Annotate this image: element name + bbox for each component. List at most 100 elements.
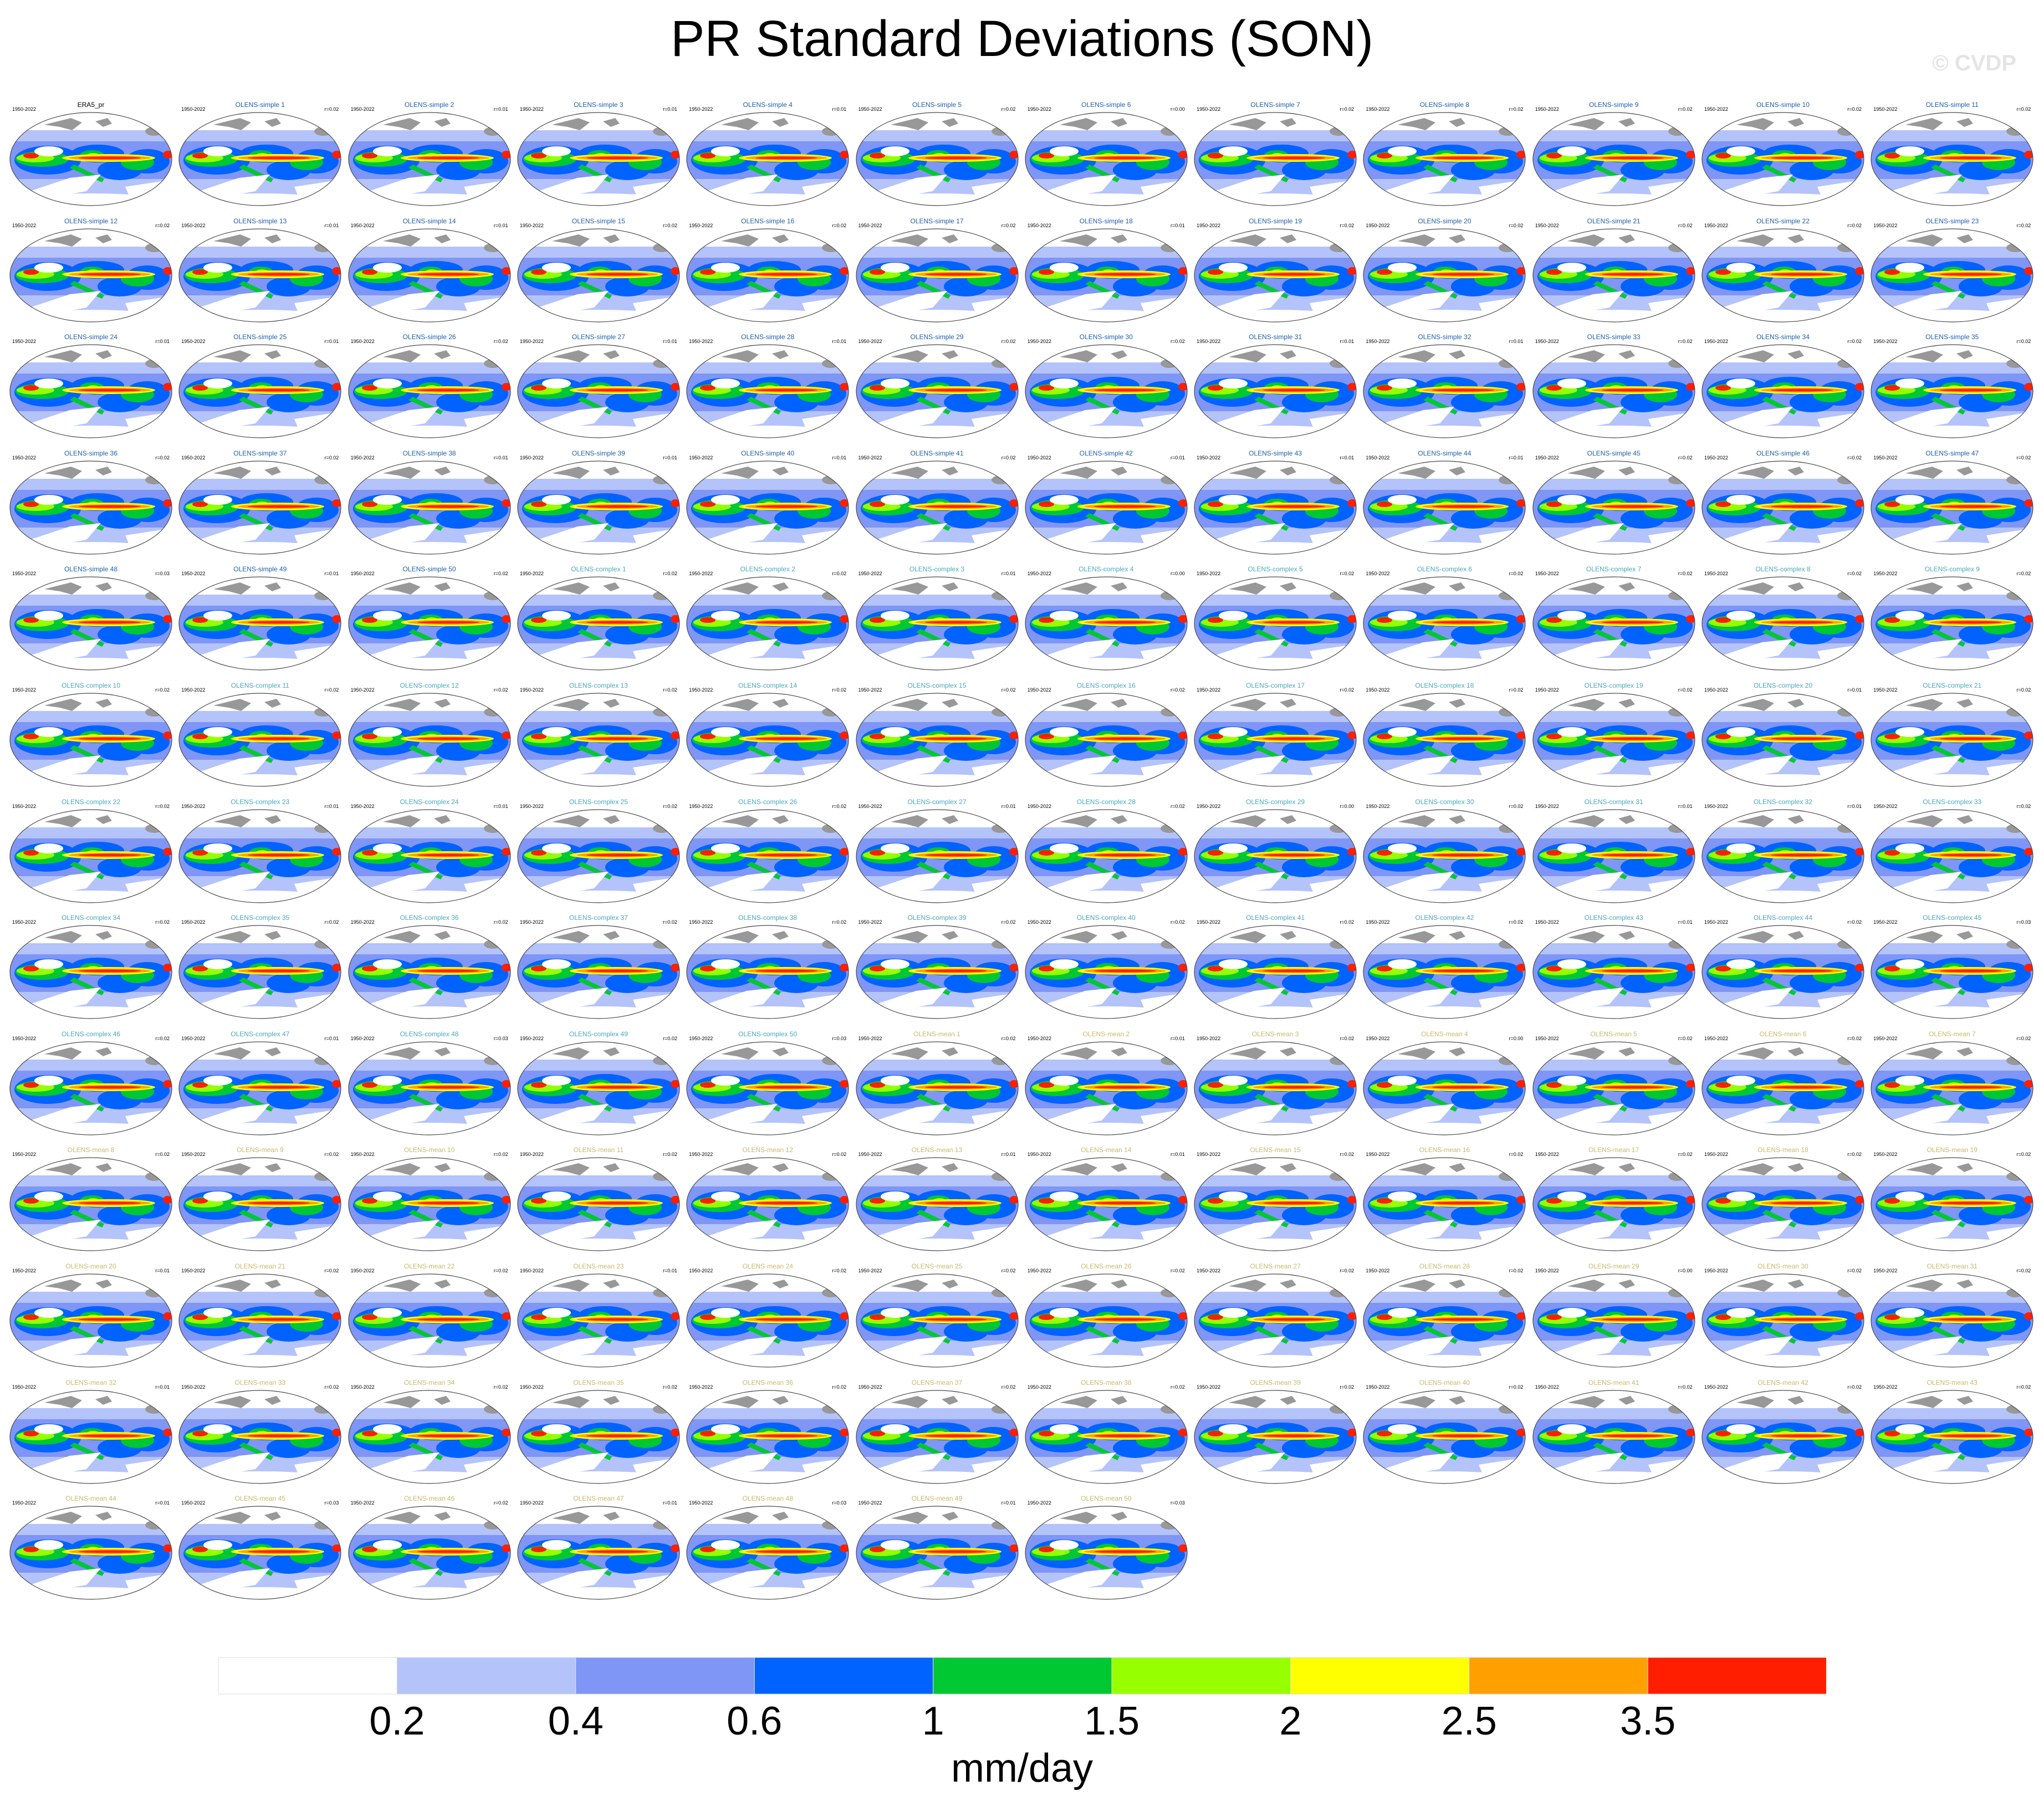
map-panel: 1950-2022 OLENS-complex 11 r=0.02	[178, 679, 342, 790]
panel-correlation: r=0.01	[1171, 1152, 1185, 1158]
panel-period: 1950-2022	[1535, 803, 1559, 809]
panel-title: OLENS-complex 33	[1923, 797, 1982, 806]
panel-correlation: r=0.03	[832, 1500, 847, 1506]
panel-correlation: r=0.02	[1340, 1384, 1355, 1390]
panel-period: 1950-2022	[1366, 1268, 1390, 1273]
panel-correlation: r=0.02	[1678, 1035, 1693, 1041]
panel-title: OLENS-simple 26	[402, 333, 456, 341]
map-panel: 1950-2022 OLENS-simple 10 r=0.02	[1701, 98, 1865, 209]
panel-period: 1950-2022	[858, 1035, 882, 1041]
world-map	[855, 1273, 1019, 1368]
panel-correlation: r=0.02	[2016, 803, 2031, 809]
panel-title: OLENS-simple 38	[402, 449, 456, 457]
map-panel: 1950-2022 OLENS-mean 23 r=0.01	[517, 1260, 681, 1370]
map-panel: 1950-2022 OLENS-mean 32 r=0.01	[9, 1376, 173, 1487]
panel-period: 1950-2022	[181, 339, 206, 345]
world-map	[855, 925, 1019, 1019]
panel-title: OLENS-simple 29	[910, 333, 964, 341]
panel-correlation: r=0.02	[663, 803, 677, 809]
world-map	[1194, 228, 1357, 323]
panel-correlation: r=0.03	[324, 1500, 339, 1506]
map-panel: 1950-2022 OLENS-complex 47 r=0.01	[178, 1027, 342, 1138]
map-panel: 1950-2022 OLENS-mean 7 r=0.02	[1870, 1027, 2034, 1138]
panel-title: OLENS-mean 43	[1927, 1378, 1977, 1387]
map-panel: 1950-2022 OLENS-mean 9 r=0.02	[178, 1143, 342, 1254]
panel-title: OLENS-simple 37	[233, 449, 287, 457]
colorbar	[218, 1657, 1826, 1695]
map-panel: 1950-2022 OLENS-complex 38 r=0.02	[686, 911, 850, 1022]
panel-correlation: r=0.02	[493, 919, 508, 925]
panel-title: OLENS-simple 6	[1081, 101, 1131, 109]
map-panel: 1950-2022 OLENS-complex 17 r=0.02	[1193, 679, 1357, 790]
colorbar-tick-label: 0.4	[548, 1699, 604, 1743]
panel-period: 1950-2022	[689, 454, 713, 461]
world-map	[1532, 228, 1695, 323]
map-panel: 1950-2022 OLENS-complex 36 r=0.02	[348, 911, 512, 1022]
panel-period: 1950-2022	[1873, 803, 1898, 809]
panel-period: 1950-2022	[1366, 1384, 1390, 1390]
panel-correlation: r=0.02	[1001, 106, 1016, 112]
panel-correlation: r=0.02	[493, 1152, 508, 1158]
world-map	[1363, 925, 1526, 1019]
panel-period: 1950-2022	[181, 1384, 206, 1390]
panel-period: 1950-2022	[12, 1500, 37, 1506]
world-map	[1025, 1041, 1188, 1135]
panel-correlation: r=0.02	[832, 222, 847, 228]
world-map	[1871, 1157, 2033, 1251]
panel-period: 1950-2022	[1027, 803, 1051, 809]
panel-title: OLENS-complex 19	[1584, 682, 1643, 689]
panel-correlation: r=0.02	[832, 571, 847, 577]
panel-title: OLENS-mean 18	[1757, 1146, 1808, 1154]
panel-correlation: r=0.01	[1340, 339, 1355, 345]
panel-correlation: r=0.02	[1509, 571, 1524, 577]
panel-correlation: r=0.02	[2016, 222, 2031, 228]
world-map	[1871, 112, 2033, 206]
panel-title: OLENS-mean 22	[403, 1262, 455, 1270]
world-map	[686, 1157, 849, 1251]
panel-period: 1950-2022	[858, 803, 882, 809]
panel-title: OLENS-mean 15	[1250, 1146, 1301, 1154]
world-map	[686, 1506, 849, 1600]
world-map	[1532, 112, 1695, 206]
panel-period: 1950-2022	[1704, 1152, 1729, 1158]
panel-title: OLENS-mean 36	[742, 1378, 793, 1387]
panel-correlation: r=0.02	[155, 687, 170, 693]
panel-correlation: r=0.02	[1509, 1268, 1524, 1273]
panel-correlation: r=0.01	[1001, 1152, 1016, 1158]
panel-correlation: r=0.01	[155, 1384, 170, 1390]
colorbar-swatch	[1647, 1657, 1826, 1695]
panel-period: 1950-2022	[858, 1500, 882, 1506]
panel-title: OLENS-complex 24	[400, 797, 459, 806]
panel-period: 1950-2022	[1704, 687, 1729, 693]
panel-title: OLENS-complex 43	[1584, 914, 1643, 922]
map-panel: 1950-2022 OLENS-complex 5 r=0.02	[1193, 562, 1357, 673]
panel-period: 1950-2022	[12, 687, 37, 693]
map-panel: 1950-2022 OLENS-complex 9 r=0.02	[1870, 562, 2034, 673]
world-map	[686, 693, 849, 787]
panel-title: OLENS-simple 10	[1756, 101, 1810, 109]
map-panel: 1950-2022 OLENS-simple 17 r=0.02	[855, 214, 1019, 325]
map-panel: 1950-2022 OLENS-complex 22 r=0.02	[9, 795, 173, 906]
panel-correlation: r=0.02	[832, 1268, 847, 1273]
world-map	[178, 576, 341, 671]
map-panel: 1950-2022 OLENS-complex 4 r=0.00	[1024, 562, 1188, 673]
panel-period: 1950-2022	[519, 106, 544, 112]
panel-correlation: r=0.02	[1678, 571, 1693, 577]
world-map	[517, 925, 680, 1019]
panel-title: OLENS-mean 39	[1250, 1378, 1301, 1387]
panel-correlation: r=0.01	[493, 106, 508, 112]
panel-title: OLENS-mean 19	[1927, 1146, 1977, 1154]
map-panel: 1950-2022 OLENS-simple 39 r=0.01	[517, 447, 681, 557]
panel-correlation: r=0.02	[1509, 1384, 1524, 1390]
panel-correlation: r=0.01	[1171, 454, 1185, 461]
world-map	[1871, 1273, 2033, 1368]
panel-period: 1950-2022	[1197, 454, 1221, 461]
world-map	[686, 809, 849, 903]
map-panel: 1950-2022 OLENS-mean 28 r=0.02	[1362, 1260, 1526, 1370]
map-panel: 1950-2022 OLENS-mean 42 r=0.02	[1701, 1376, 1865, 1487]
world-map	[855, 112, 1019, 206]
panel-title: OLENS-simple 15	[571, 217, 625, 225]
panel-correlation: r=0.02	[663, 1384, 677, 1390]
map-panel: 1950-2022 OLENS-simple 3 r=0.01	[517, 98, 681, 209]
panel-period: 1950-2022	[1704, 106, 1729, 112]
